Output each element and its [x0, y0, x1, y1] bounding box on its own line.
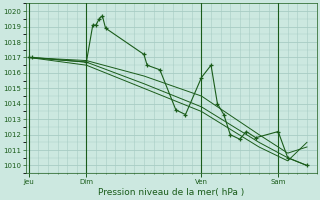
X-axis label: Pression niveau de la mer( hPa ): Pression niveau de la mer( hPa ) — [98, 188, 244, 197]
